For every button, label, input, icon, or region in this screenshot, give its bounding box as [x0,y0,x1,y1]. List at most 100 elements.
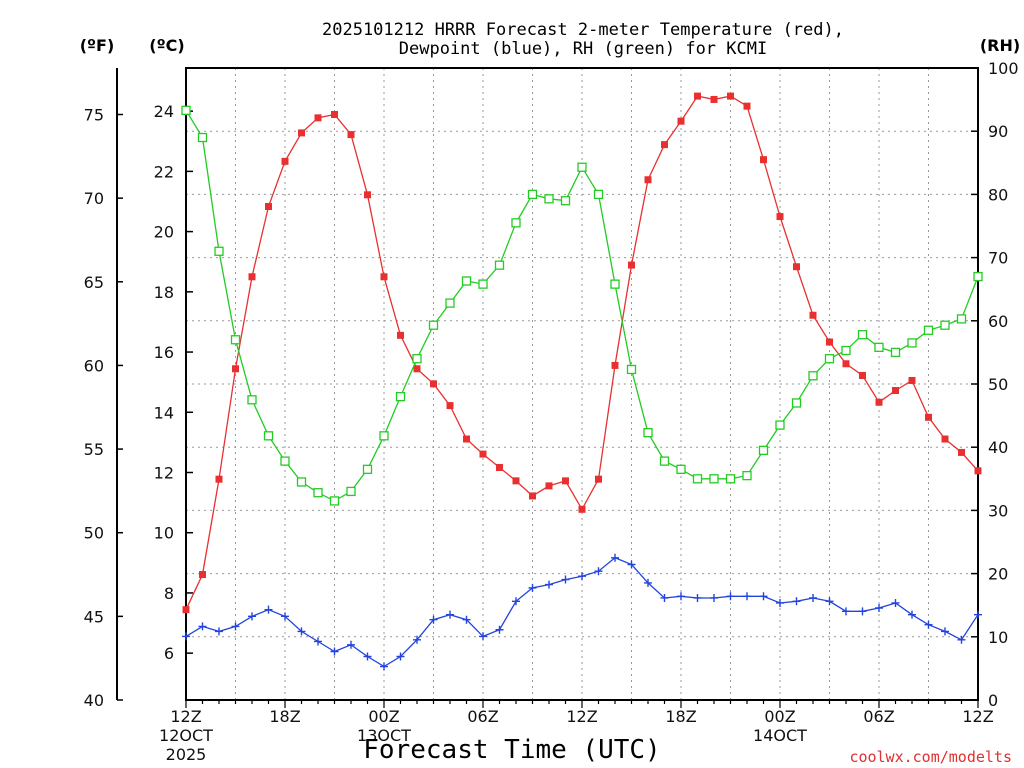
dewpoint-point [726,592,735,601]
rh-point [692,474,703,484]
dewpoint-point [941,627,949,636]
dewpoint-point [231,622,240,631]
time-tick-label: 18Z [269,707,300,726]
temperature-point [397,331,404,339]
dewpoint-point [248,612,256,621]
rh-tick-label: 40 [988,438,1008,457]
rh-point [659,456,670,466]
rh-unit-label: (RH) [980,36,1020,55]
rh-point [676,464,686,474]
rh-point [230,335,241,345]
rh-point [329,496,340,506]
rh-tick-label: 10 [988,628,1008,647]
dewpoint-point [677,592,685,601]
rh-point [296,477,307,487]
temperature-point [578,505,586,513]
dewpoint-point [578,572,586,581]
dewpoint-point [264,605,273,614]
rh-point [973,271,983,282]
rh-point [478,279,488,289]
dewpoint-point [611,553,619,562]
time-tick-label: 06Z [863,707,894,726]
date-tick-label: 14OCT [753,726,807,745]
rh-point [577,162,587,172]
rh-tick-label: 30 [988,501,1008,520]
dewpoint-point [561,575,570,584]
rh-point [263,431,274,441]
series-layer [181,92,983,671]
fahrenheit-tick-label: 75 [84,106,104,125]
dewpoint-point [363,652,372,661]
temperature-point [347,131,355,139]
rh-point [824,354,835,364]
celsius-tick-label: 20 [154,223,174,242]
rh-point [775,420,785,430]
temperature-point [826,338,833,346]
dewpoint-point [446,610,454,619]
temperature-point [562,477,569,485]
rh-point [395,391,406,402]
rh-point [412,354,422,364]
temperature-point [215,475,223,483]
x-axis-label: Forecast Time (UTC) [363,735,660,765]
celsius-tick-label: 16 [154,343,174,362]
temperature-point [727,92,734,100]
dewpoint-point [512,597,520,606]
rh-tick-label: 20 [988,565,1008,584]
rh-point [461,276,472,286]
celsius-tick-label: 8 [164,584,174,603]
rh-point [247,395,257,405]
dewpoint-point [380,662,388,671]
rh-point [280,456,290,466]
dewpoint-point [776,598,784,607]
fahrenheit-tick-label: 65 [84,273,104,292]
dewpoint-point [660,593,669,602]
temperature-point [182,606,190,614]
temperature-point [331,111,338,119]
rh-point [841,345,851,356]
temperature-point [298,129,305,137]
dewpoint-point [710,593,718,602]
dewpoint-point [957,635,966,644]
dewpoint-point [347,640,355,649]
dewpoint-point [479,632,487,641]
dewpoint-point [594,567,603,576]
dewpoint-point [314,637,322,646]
temperature-point [875,398,883,406]
rh-point [725,474,736,484]
rh-point [890,347,901,358]
dewpoint-point [759,592,768,601]
fahrenheit-tick-label: 55 [84,440,104,459]
temperature-point [776,213,784,221]
rh-point [214,246,224,256]
rh-point [874,342,884,352]
fahrenheit-ticks: 40 45 50 55 60 65 70 75 [84,106,123,710]
temperature-point [628,261,635,269]
dewpoint-point [792,597,801,606]
dewpoint-point [825,597,834,606]
temperature-point [545,482,553,490]
rh-point [610,279,620,289]
rh-tick-label: 90 [988,122,1008,141]
time-tick-label: 12Z [962,707,993,726]
temperature-point [281,157,289,165]
dewpoint-point [198,622,207,631]
temperature-point [809,311,817,319]
rh-tick-label: 50 [988,375,1008,394]
rh-point [511,218,521,228]
rh-point [181,105,191,115]
rh-point [544,194,554,204]
source-credit: coolwx.com/modelts [849,748,1012,766]
rh-point [626,364,637,375]
temperature-point [479,450,487,458]
rh-point [313,488,323,498]
rh-point [907,338,917,348]
dewpoint-point [908,610,916,619]
temperature-point [595,475,602,483]
temperature-point [380,273,388,281]
temperature-point [430,380,437,388]
temperature-point [760,156,767,164]
year-tick-label: 2025 [166,745,207,764]
dewpoint-point [875,603,883,612]
